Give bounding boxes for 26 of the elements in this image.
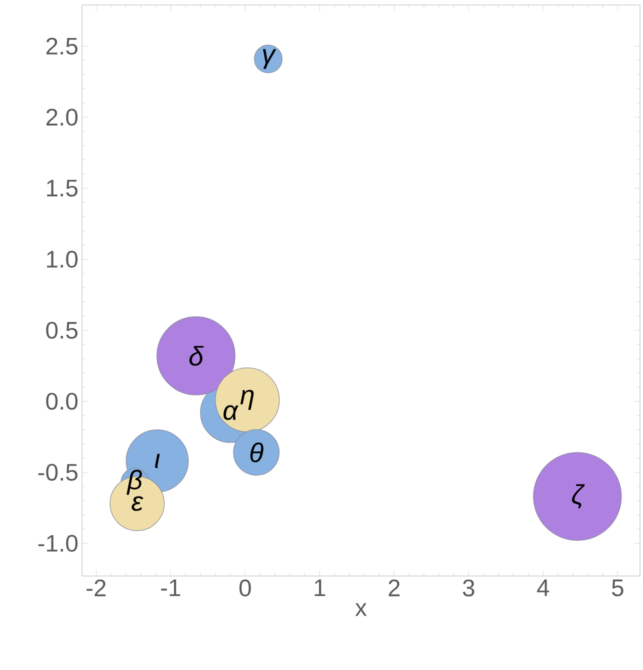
annotation: θ bbox=[250, 442, 264, 462]
x-axis-title: x bbox=[355, 603, 367, 616]
y-tick-label: 1.0 bbox=[47, 250, 78, 268]
x-tick-label: 5 bbox=[612, 580, 624, 596]
x-tick-label: 0 bbox=[239, 580, 251, 596]
x-tick-label: -2 bbox=[86, 580, 106, 596]
y-tick-label: 0.5 bbox=[46, 322, 78, 339]
annotation: δ bbox=[189, 346, 204, 366]
annotation: ι bbox=[155, 454, 160, 468]
annotation: β bbox=[126, 470, 142, 495]
x-tick-label: 1 bbox=[314, 580, 326, 596]
annotation: γ bbox=[262, 49, 276, 69]
x-tick-label: 3 bbox=[462, 580, 474, 596]
y-tick-label: -0.5 bbox=[38, 464, 78, 481]
y-tick-label: -1.0 bbox=[38, 534, 78, 552]
y-tick-label: 2.5 bbox=[46, 38, 78, 55]
annotation: α bbox=[224, 405, 239, 420]
x-tick-label: 2 bbox=[388, 580, 400, 596]
annotation: ε bbox=[132, 496, 144, 511]
y-tick-label: 2.0 bbox=[46, 108, 78, 126]
y-tick-label: 1.5 bbox=[47, 180, 78, 197]
x-tick-label: -1 bbox=[161, 580, 180, 596]
annotation: η bbox=[240, 390, 254, 410]
x-tick-label: 4 bbox=[537, 580, 550, 596]
y-tick-label: 0.0 bbox=[46, 392, 78, 410]
annotation: ζ bbox=[572, 484, 585, 509]
